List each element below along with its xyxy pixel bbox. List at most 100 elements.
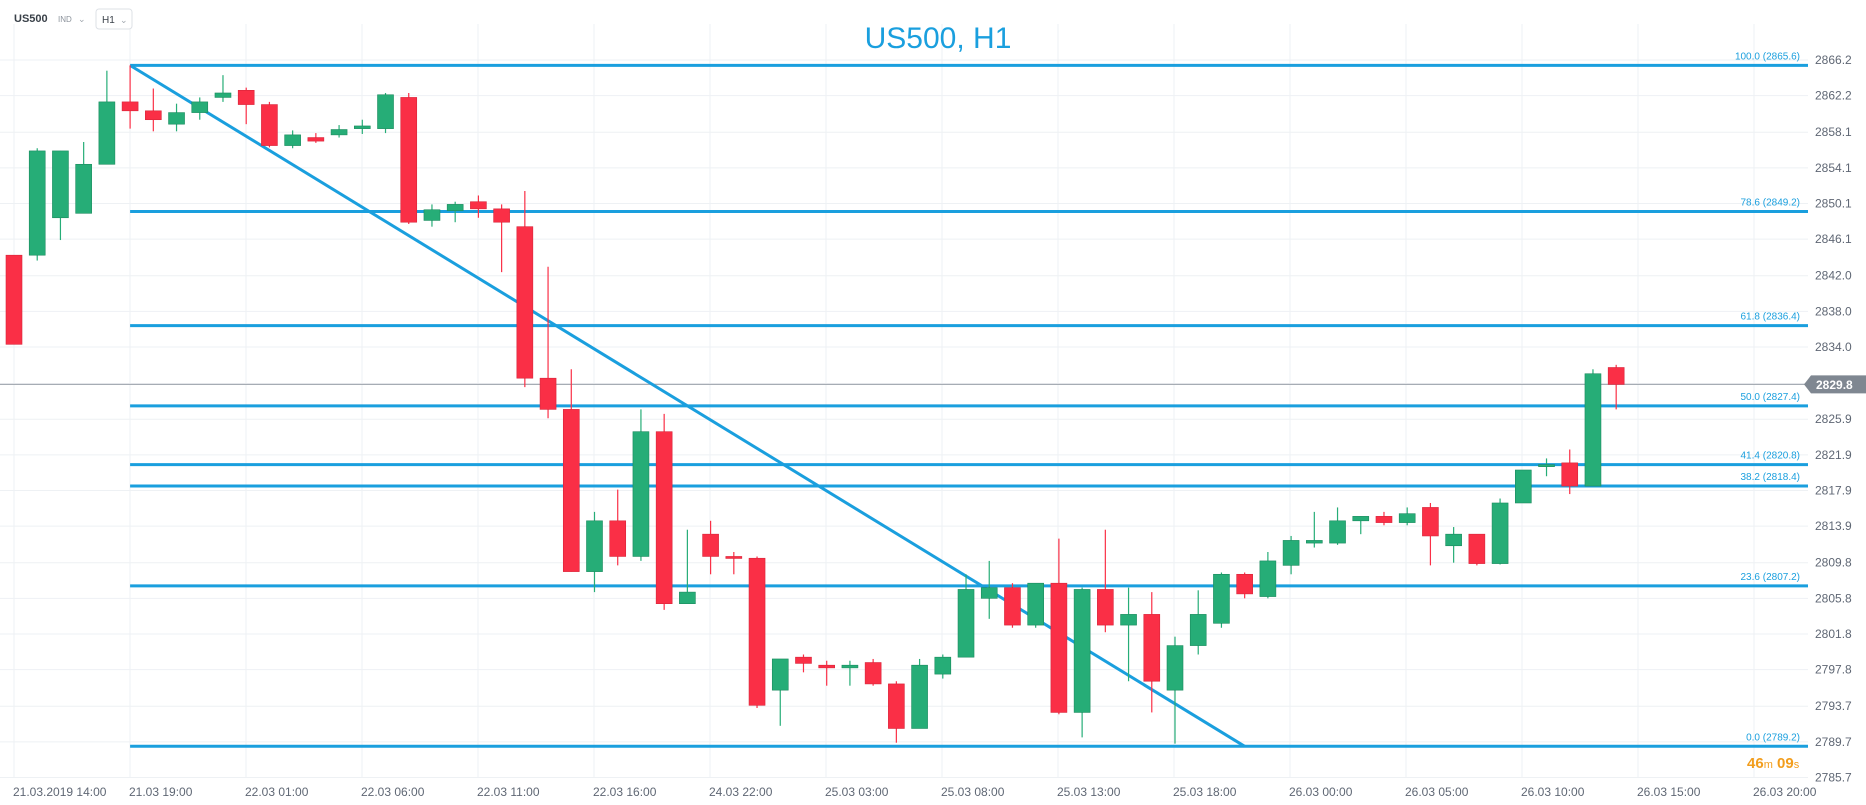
toolbar: US500 IND ⌄ H1 ⌄	[14, 8, 133, 30]
x-tick-label: 26.03 05:00	[1405, 785, 1469, 799]
candle	[98, 70, 116, 165]
candle	[655, 413, 673, 610]
y-tick-label: 2805.8	[1815, 591, 1852, 605]
y-tick-label: 2809.8	[1815, 556, 1852, 570]
candle	[1004, 583, 1021, 628]
candle	[632, 409, 650, 561]
y-tick-label: 2813.9	[1815, 519, 1852, 533]
fib-level-label: 23.6 (2807.2)	[1741, 572, 1801, 583]
candle	[1306, 511, 1323, 548]
candle	[1259, 552, 1277, 599]
fib-level-label: 41.4 (2820.8)	[1741, 451, 1801, 462]
candle	[423, 204, 441, 227]
x-tick-label: 22.03 06:00	[361, 785, 425, 799]
candle	[1073, 587, 1091, 738]
candle	[145, 88, 162, 132]
candle	[516, 191, 534, 388]
y-tick-label: 2866.2	[1815, 53, 1852, 67]
x-tick-label: 25.03 18:00	[1173, 785, 1237, 799]
candle-body	[841, 664, 859, 669]
candle-body	[446, 204, 464, 211]
fibonacci-levels[interactable]: 100.0 (2865.6) 78.6 (2849.2) 61.8 (2836.4)…	[130, 51, 1808, 748]
candle	[1166, 636, 1184, 744]
candle-body	[818, 664, 836, 669]
candle	[679, 529, 696, 604]
candle-body	[121, 101, 139, 112]
candle-body	[771, 658, 789, 691]
candle-body	[1236, 573, 1253, 595]
candle-body	[28, 150, 46, 256]
candle-body	[516, 226, 534, 379]
candle-body	[1329, 520, 1346, 544]
candle	[400, 92, 418, 224]
candle	[980, 560, 998, 619]
candle-body	[864, 662, 882, 685]
candle-body	[980, 587, 998, 599]
candle	[725, 552, 743, 575]
candle-body	[400, 97, 418, 223]
timeframe-chevron-down-icon[interactable]: ⌄	[120, 15, 128, 25]
candle	[748, 556, 766, 708]
candle	[1584, 369, 1602, 487]
candle-body	[1306, 540, 1323, 544]
candle	[1143, 592, 1161, 713]
candle	[1236, 572, 1253, 599]
candle-body	[795, 656, 812, 664]
candle	[330, 125, 348, 138]
y-tick-label: 2821.9	[1815, 448, 1852, 462]
candle	[353, 119, 371, 134]
candle-body	[679, 591, 696, 604]
candle-body	[934, 656, 952, 675]
candle	[237, 87, 255, 125]
y-axis: 2866.2 2862.2 2858.1 2854.1 2850.1 2846.1 2842…	[1815, 53, 1852, 785]
candle	[261, 101, 278, 148]
y-tick-label: 2850.1	[1815, 197, 1852, 211]
candle	[470, 195, 487, 218]
candle-body	[1584, 373, 1602, 487]
candle-body	[1050, 582, 1068, 713]
candle-body	[307, 137, 325, 142]
candle-body	[1422, 507, 1439, 537]
candle-body	[1468, 533, 1486, 564]
timeframe-select[interactable]	[95, 8, 133, 30]
symbol-label[interactable]: US500	[14, 13, 48, 25]
candle-body	[5, 254, 23, 345]
timeframe-value[interactable]: H1	[102, 15, 115, 26]
candle	[957, 574, 975, 658]
candle	[1282, 535, 1300, 575]
candle	[539, 266, 557, 419]
candle-body	[1282, 540, 1300, 566]
candle-body	[1097, 589, 1114, 626]
candle-body	[1607, 367, 1625, 385]
candle	[168, 103, 185, 132]
fib-level-label: 78.6 (2849.2)	[1741, 198, 1801, 209]
candle	[1120, 587, 1137, 682]
candle-body	[632, 431, 650, 557]
y-tick-label: 2785.7	[1815, 771, 1852, 785]
current-price-label: 2829.8	[1816, 378, 1853, 392]
x-tick-label: 21.03.2019 14:00	[13, 785, 107, 799]
x-tick-label: 22.03 11:00	[477, 785, 540, 799]
candle-body	[1561, 462, 1579, 487]
candle-body	[1398, 513, 1416, 523]
candle-body	[284, 134, 301, 146]
candle-body	[1259, 560, 1277, 597]
candle-body	[702, 533, 719, 557]
x-tick-label: 21.03 19:00	[129, 785, 193, 799]
candle	[1352, 516, 1370, 535]
candle-body	[214, 92, 232, 98]
type-dropdown-chevron-icon[interactable]: ⌄	[78, 14, 86, 24]
candle	[1422, 502, 1439, 566]
y-tick-label: 2846.1	[1815, 232, 1852, 246]
candle	[864, 658, 882, 686]
candle	[307, 133, 325, 143]
candle-body	[353, 125, 371, 129]
candle-body	[1213, 573, 1230, 624]
fib-level-label: 50.0 (2827.4)	[1741, 392, 1801, 403]
candle	[121, 65, 139, 129]
y-tick-label: 2862.2	[1815, 89, 1852, 103]
candle-body	[1027, 582, 1044, 626]
fib-level-label: 100.0 (2865.6)	[1735, 51, 1800, 62]
x-tick-label: 24.03 22:00	[709, 785, 773, 799]
